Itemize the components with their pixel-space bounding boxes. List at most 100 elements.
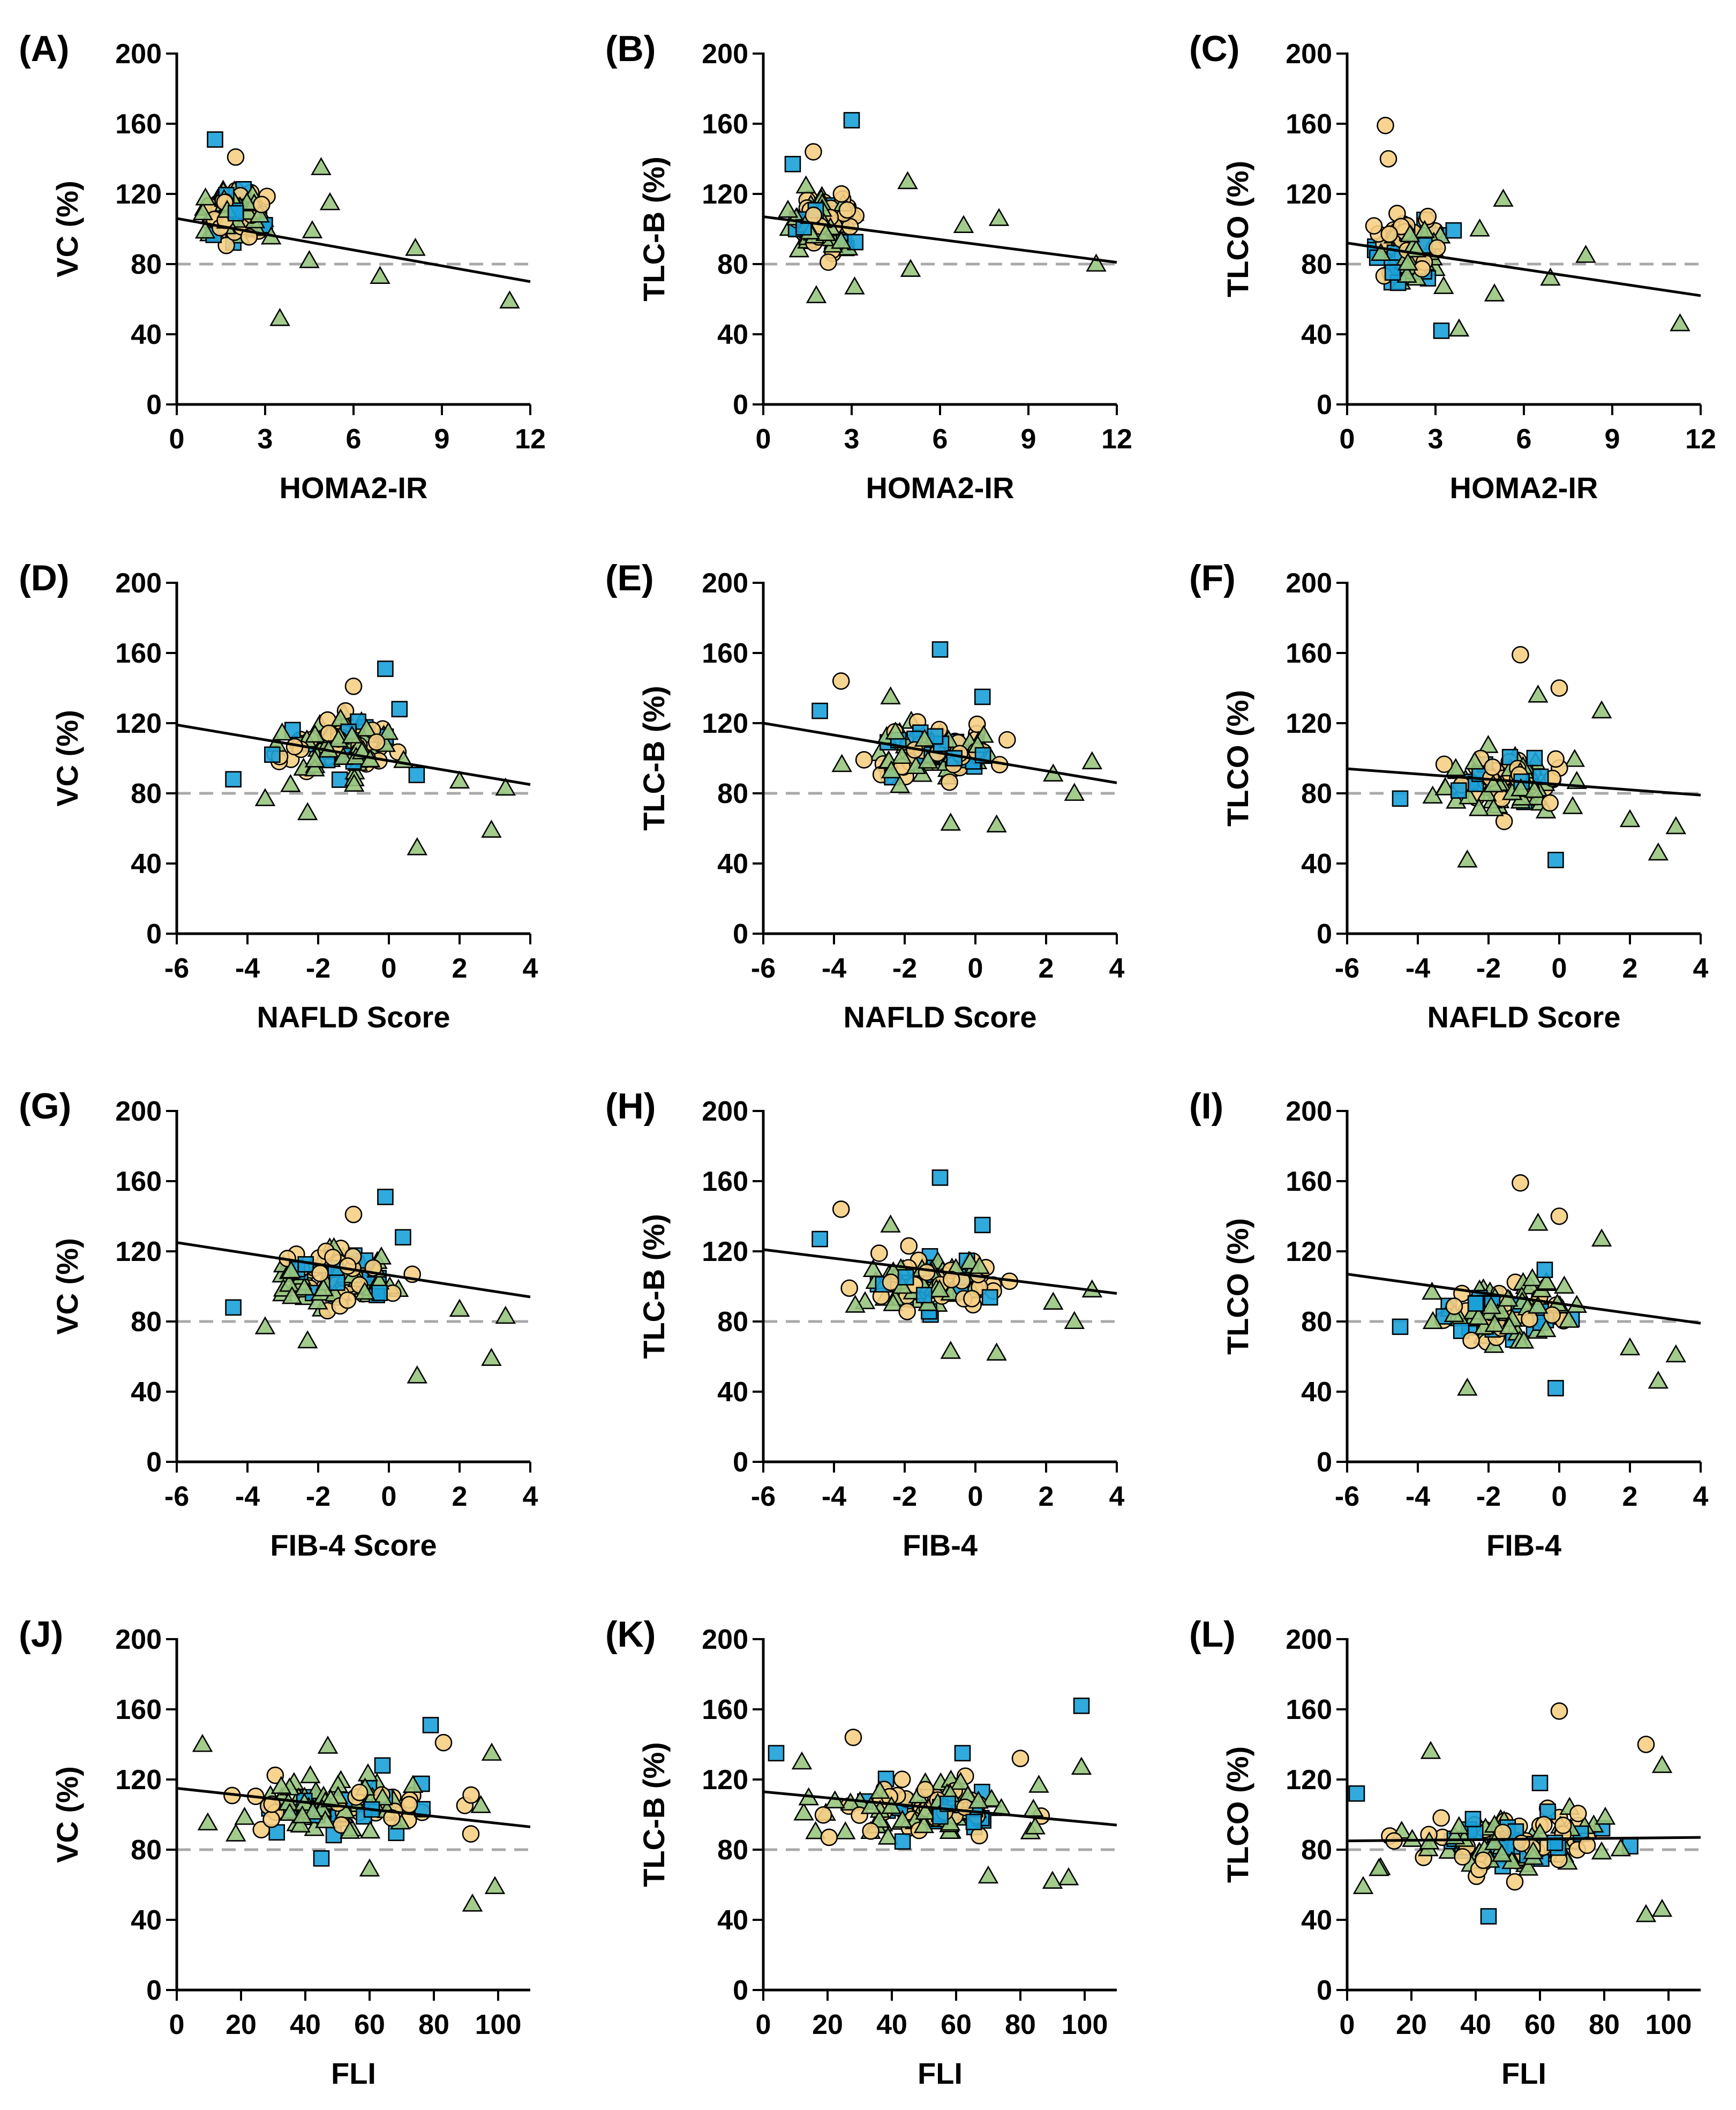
y-tick-label: 200 — [1286, 1624, 1332, 1655]
data-point-circle — [1445, 1297, 1463, 1315]
y-tick-label: 120 — [702, 1236, 748, 1267]
y-tick-label: 0 — [146, 389, 162, 421]
panel-label: (J) — [19, 1614, 63, 1655]
data-point-triangle — [405, 237, 426, 256]
x-tick-label: 0 — [968, 1481, 983, 1512]
data-point-circle — [998, 731, 1016, 749]
data-point-circle — [832, 1200, 850, 1218]
data-point-triangle — [449, 1298, 470, 1317]
data-point-triangle — [892, 1809, 913, 1828]
y-tick-label: 120 — [1286, 1236, 1332, 1267]
data-point-triangle — [194, 220, 216, 239]
x-tick-label: 100 — [475, 2009, 522, 2040]
data-point-triangle — [290, 1814, 311, 1833]
x-tick-label: 6 — [346, 424, 362, 455]
data-point-circle — [832, 185, 851, 203]
y-tick-label: 120 — [115, 179, 162, 210]
y-tick-label: 0 — [1317, 389, 1332, 421]
data-point-triangle — [249, 204, 270, 223]
data-point-triangle — [356, 718, 377, 737]
data-point-square — [377, 1189, 394, 1205]
data-point-circle — [1462, 1331, 1480, 1349]
data-point-triangle — [270, 1776, 292, 1794]
data-point-circle — [400, 1796, 418, 1814]
data-point-triangle — [343, 774, 365, 792]
data-points — [192, 131, 520, 326]
x-tick-label: 2 — [452, 1481, 468, 1512]
x-tick-label: -4 — [235, 1481, 260, 1512]
y-tick-label: 40 — [717, 319, 748, 350]
data-point-circle — [844, 1729, 862, 1746]
regression-line — [1347, 1836, 1701, 1843]
data-point-triangle — [481, 820, 502, 838]
y-tick-label: 40 — [131, 319, 162, 350]
data-points — [777, 112, 1107, 304]
x-tick-label: 60 — [1524, 2009, 1555, 2040]
data-point-triangle — [1042, 1291, 1064, 1310]
y-tick-label: 160 — [115, 1694, 162, 1725]
y-tick-label: 0 — [733, 1447, 748, 1478]
regression-line — [176, 217, 531, 283]
x-axis-title: NAFLD Score — [257, 1000, 450, 1034]
data-point-triangle — [844, 276, 865, 295]
x-tick-label: 20 — [1396, 2009, 1427, 2040]
data-point-square — [1348, 1785, 1365, 1802]
data-point-triangle — [302, 220, 323, 238]
y-axis-title: VC (%) — [50, 710, 84, 806]
data-point-triangle — [1499, 1316, 1520, 1335]
data-point-triangle — [1536, 1272, 1557, 1290]
x-axis-title: FIB-4 — [1486, 1528, 1561, 1562]
x-tick-label: 12 — [1101, 424, 1132, 455]
data-point-triangle — [192, 202, 214, 221]
data-point-square — [843, 112, 860, 129]
x-tick-label: 0 — [756, 424, 771, 455]
data-point-triangle — [1648, 1370, 1669, 1389]
y-tick-label: 160 — [702, 109, 748, 140]
data-point-square — [931, 1169, 949, 1186]
data-point-square — [974, 1217, 991, 1234]
x-tick-label: 2 — [1039, 1481, 1054, 1512]
data-point-triangle — [1396, 265, 1417, 283]
y-tick-label: 80 — [131, 1306, 162, 1338]
x-axis-title: FIB-4 Score — [270, 1528, 437, 1562]
y-tick-label: 200 — [1286, 1096, 1332, 1127]
x-tick-label: 0 — [1552, 1481, 1567, 1512]
data-point-triangle — [1433, 276, 1454, 294]
data-point-circle — [367, 733, 386, 751]
panel-label: (F) — [1189, 558, 1236, 598]
chart-panel-h: (H) TLC-B (%) FIB-4 0 40 80 120 160 200 -6 -4 -2 0 2 4 — [605, 1086, 1125, 1562]
data-point-triangle — [307, 1291, 328, 1310]
data-points — [1392, 645, 1687, 868]
y-tick-label: 120 — [115, 708, 162, 739]
data-point-triangle — [449, 770, 470, 789]
x-tick-label: 0 — [381, 1481, 397, 1512]
x-tick-label: 4 — [1693, 953, 1709, 984]
data-point-triangle — [1528, 1212, 1549, 1231]
data-point-circle — [1432, 1809, 1450, 1827]
data-point-circle — [339, 1291, 357, 1309]
data-point-triangle — [192, 1733, 213, 1752]
data-point-triangle — [354, 1281, 375, 1300]
data-point-triangle — [880, 686, 901, 704]
data-point-triangle — [953, 215, 974, 234]
y-tick-label: 160 — [702, 1166, 748, 1197]
data-point-circle — [434, 1733, 453, 1752]
x-axis-title: HOMA2-IR — [866, 471, 1014, 505]
data-point-triangle — [1397, 252, 1418, 271]
data-point-circle — [1506, 1873, 1524, 1891]
data-point-triangle — [986, 814, 1007, 832]
data-point-triangle — [968, 1790, 989, 1809]
y-axis-title: TLCO (%) — [1221, 161, 1254, 297]
data-point-triangle — [407, 1365, 428, 1384]
data-point-triangle — [880, 1214, 901, 1233]
data-point-square — [981, 1289, 998, 1306]
data-point-square — [1392, 1318, 1409, 1335]
data-point-triangle — [1422, 1281, 1442, 1300]
y-tick-label: 120 — [702, 708, 748, 739]
regression-line — [763, 722, 1117, 784]
y-tick-label: 80 — [1301, 1835, 1332, 1866]
data-point-triangle — [969, 1256, 990, 1274]
data-point-circle — [1637, 1736, 1655, 1753]
panel-label: (H) — [605, 1086, 656, 1127]
